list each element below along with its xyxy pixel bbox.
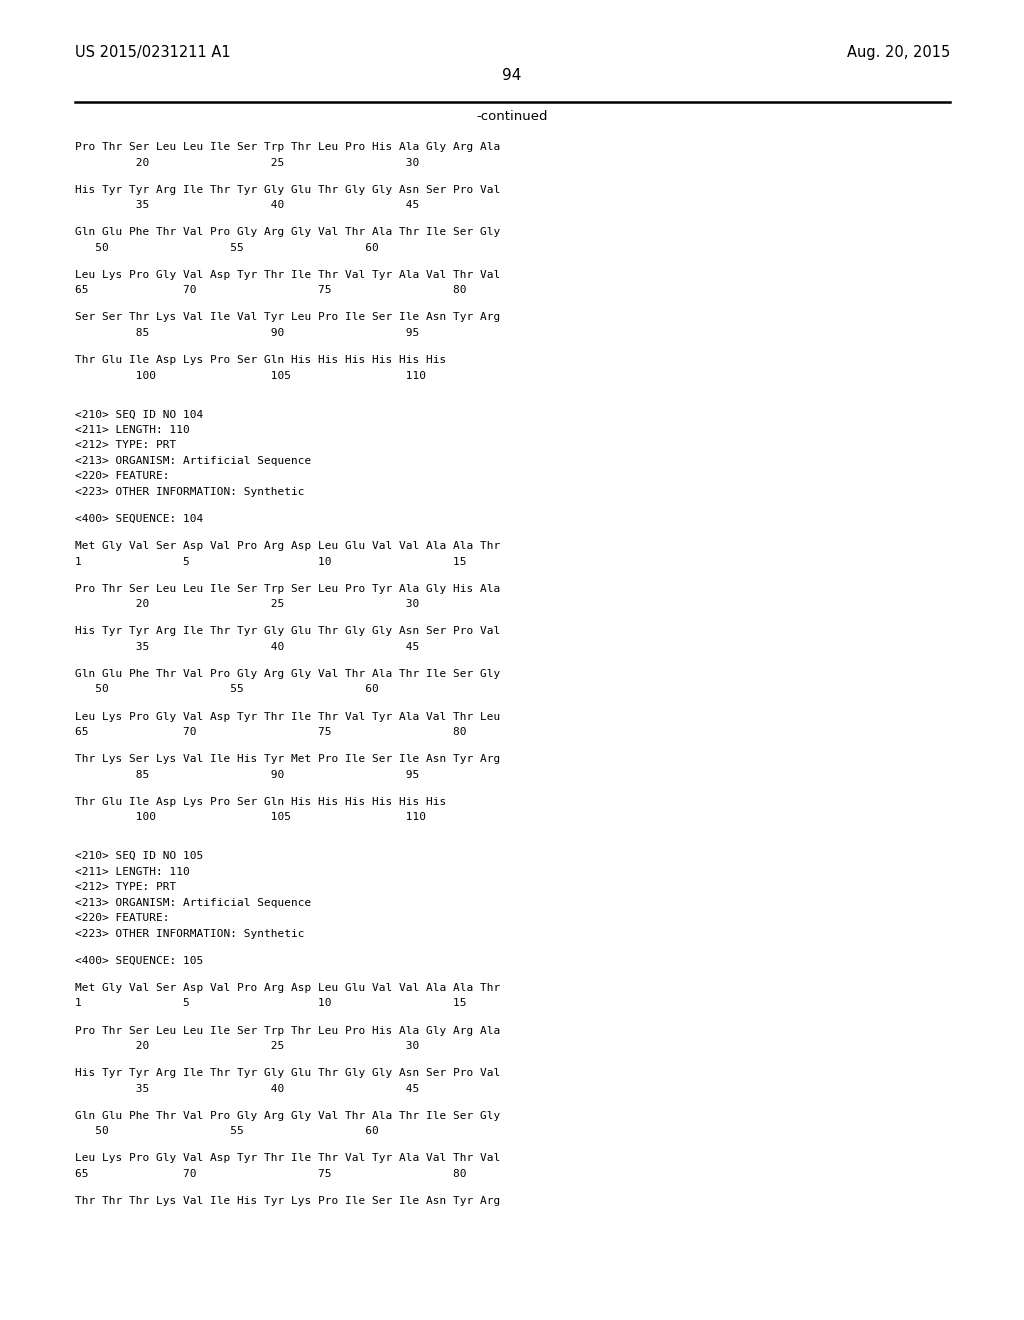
Text: Gln Glu Phe Thr Val Pro Gly Arg Gly Val Thr Ala Thr Ile Ser Gly: Gln Glu Phe Thr Val Pro Gly Arg Gly Val … <box>75 669 501 678</box>
Text: <220> FEATURE:: <220> FEATURE: <box>75 471 170 482</box>
Text: <211> LENGTH: 110: <211> LENGTH: 110 <box>75 425 189 434</box>
Text: <213> ORGANISM: Artificial Sequence: <213> ORGANISM: Artificial Sequence <box>75 455 311 466</box>
Text: <210> SEQ ID NO 104: <210> SEQ ID NO 104 <box>75 409 203 420</box>
Text: His Tyr Tyr Arg Ile Thr Tyr Gly Glu Thr Gly Gly Asn Ser Pro Val: His Tyr Tyr Arg Ile Thr Tyr Gly Glu Thr … <box>75 1068 501 1078</box>
Text: <400> SEQUENCE: 105: <400> SEQUENCE: 105 <box>75 956 203 966</box>
Text: His Tyr Tyr Arg Ile Thr Tyr Gly Glu Thr Gly Gly Asn Ser Pro Val: His Tyr Tyr Arg Ile Thr Tyr Gly Glu Thr … <box>75 627 501 636</box>
Text: 20                  25                  30: 20 25 30 <box>75 1041 419 1051</box>
Text: <223> OTHER INFORMATION: Synthetic: <223> OTHER INFORMATION: Synthetic <box>75 487 304 496</box>
Text: -continued: -continued <box>476 110 548 123</box>
Text: <213> ORGANISM: Artificial Sequence: <213> ORGANISM: Artificial Sequence <box>75 898 311 908</box>
Text: 1               5                   10                  15: 1 5 10 15 <box>75 557 467 566</box>
Text: <400> SEQUENCE: 104: <400> SEQUENCE: 104 <box>75 513 203 524</box>
Text: Aug. 20, 2015: Aug. 20, 2015 <box>847 45 950 59</box>
Text: 94: 94 <box>503 69 521 83</box>
Text: 50                  55                  60: 50 55 60 <box>75 1126 379 1137</box>
Text: Thr Glu Ile Asp Lys Pro Ser Gln His His His His His His: Thr Glu Ile Asp Lys Pro Ser Gln His His … <box>75 355 446 366</box>
Text: 35                  40                  45: 35 40 45 <box>75 1084 419 1094</box>
Text: 65              70                  75                  80: 65 70 75 80 <box>75 285 467 296</box>
Text: 65              70                  75                  80: 65 70 75 80 <box>75 727 467 737</box>
Text: 85                  90                  95: 85 90 95 <box>75 770 419 780</box>
Text: Pro Thr Ser Leu Leu Ile Ser Trp Thr Leu Pro His Ala Gly Arg Ala: Pro Thr Ser Leu Leu Ile Ser Trp Thr Leu … <box>75 1026 501 1035</box>
Text: His Tyr Tyr Arg Ile Thr Tyr Gly Glu Thr Gly Gly Asn Ser Pro Val: His Tyr Tyr Arg Ile Thr Tyr Gly Glu Thr … <box>75 185 501 194</box>
Text: 100                 105                 110: 100 105 110 <box>75 812 426 822</box>
Text: 65              70                  75                  80: 65 70 75 80 <box>75 1170 467 1179</box>
Text: 20                  25                  30: 20 25 30 <box>75 157 419 168</box>
Text: 35                  40                  45: 35 40 45 <box>75 201 419 210</box>
Text: <220> FEATURE:: <220> FEATURE: <box>75 913 170 923</box>
Text: Met Gly Val Ser Asp Val Pro Arg Asp Leu Glu Val Val Ala Ala Thr: Met Gly Val Ser Asp Val Pro Arg Asp Leu … <box>75 541 501 552</box>
Text: Thr Thr Thr Lys Val Ile His Tyr Lys Pro Ile Ser Ile Asn Tyr Arg: Thr Thr Thr Lys Val Ile His Tyr Lys Pro … <box>75 1196 501 1206</box>
Text: Leu Lys Pro Gly Val Asp Tyr Thr Ile Thr Val Tyr Ala Val Thr Val: Leu Lys Pro Gly Val Asp Tyr Thr Ile Thr … <box>75 269 501 280</box>
Text: 85                  90                  95: 85 90 95 <box>75 327 419 338</box>
Text: <223> OTHER INFORMATION: Synthetic: <223> OTHER INFORMATION: Synthetic <box>75 929 304 939</box>
Text: 50                  55                  60: 50 55 60 <box>75 685 379 694</box>
Text: Leu Lys Pro Gly Val Asp Tyr Thr Ile Thr Val Tyr Ala Val Thr Val: Leu Lys Pro Gly Val Asp Tyr Thr Ile Thr … <box>75 1154 501 1163</box>
Text: Met Gly Val Ser Asp Val Pro Arg Asp Leu Glu Val Val Ala Ala Thr: Met Gly Val Ser Asp Val Pro Arg Asp Leu … <box>75 983 501 993</box>
Text: Pro Thr Ser Leu Leu Ile Ser Trp Thr Leu Pro His Ala Gly Arg Ala: Pro Thr Ser Leu Leu Ile Ser Trp Thr Leu … <box>75 143 501 152</box>
Text: <211> LENGTH: 110: <211> LENGTH: 110 <box>75 867 189 876</box>
Text: 50                  55                  60: 50 55 60 <box>75 243 379 252</box>
Text: 1               5                   10                  15: 1 5 10 15 <box>75 998 467 1008</box>
Text: 20                  25                  30: 20 25 30 <box>75 599 419 610</box>
Text: 35                  40                  45: 35 40 45 <box>75 642 419 652</box>
Text: Pro Thr Ser Leu Leu Ile Ser Trp Ser Leu Pro Tyr Ala Gly His Ala: Pro Thr Ser Leu Leu Ile Ser Trp Ser Leu … <box>75 583 501 594</box>
Text: Leu Lys Pro Gly Val Asp Tyr Thr Ile Thr Val Tyr Ala Val Thr Leu: Leu Lys Pro Gly Val Asp Tyr Thr Ile Thr … <box>75 711 501 722</box>
Text: 100                 105                 110: 100 105 110 <box>75 371 426 380</box>
Text: Ser Ser Thr Lys Val Ile Val Tyr Leu Pro Ile Ser Ile Asn Tyr Arg: Ser Ser Thr Lys Val Ile Val Tyr Leu Pro … <box>75 313 501 322</box>
Text: US 2015/0231211 A1: US 2015/0231211 A1 <box>75 45 230 59</box>
Text: <210> SEQ ID NO 105: <210> SEQ ID NO 105 <box>75 851 203 861</box>
Text: Gln Glu Phe Thr Val Pro Gly Arg Gly Val Thr Ala Thr Ile Ser Gly: Gln Glu Phe Thr Val Pro Gly Arg Gly Val … <box>75 1110 501 1121</box>
Text: Thr Lys Ser Lys Val Ile His Tyr Met Pro Ile Ser Ile Asn Tyr Arg: Thr Lys Ser Lys Val Ile His Tyr Met Pro … <box>75 754 501 764</box>
Text: Thr Glu Ile Asp Lys Pro Ser Gln His His His His His His: Thr Glu Ile Asp Lys Pro Ser Gln His His … <box>75 797 446 807</box>
Text: Gln Glu Phe Thr Val Pro Gly Arg Gly Val Thr Ala Thr Ile Ser Gly: Gln Glu Phe Thr Val Pro Gly Arg Gly Val … <box>75 227 501 238</box>
Text: <212> TYPE: PRT: <212> TYPE: PRT <box>75 882 176 892</box>
Text: <212> TYPE: PRT: <212> TYPE: PRT <box>75 441 176 450</box>
